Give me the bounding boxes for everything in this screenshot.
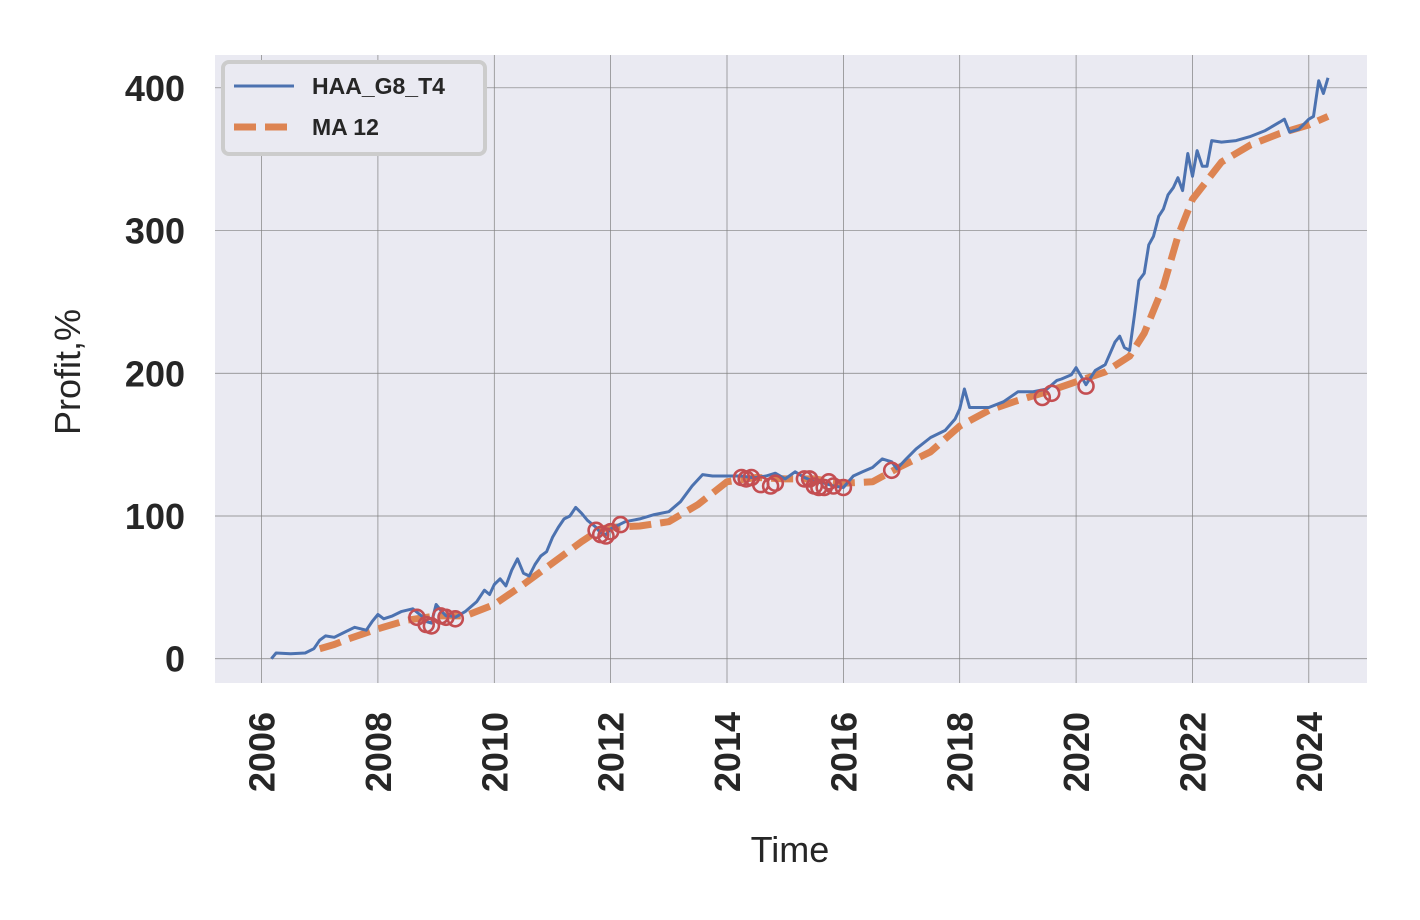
series-line-haa-g8-t4 <box>270 77 1330 660</box>
y-tick-label: 400 <box>125 68 185 109</box>
x-tick-label: 2008 <box>358 712 399 792</box>
x-tick-label: 2022 <box>1172 712 1213 792</box>
x-tick-label: 2010 <box>474 712 515 792</box>
x-tick-label: 2018 <box>940 712 981 792</box>
series-layer <box>270 77 1330 660</box>
signal-marker <box>882 461 901 480</box>
y-tick-label: 300 <box>125 211 185 252</box>
signal-marker <box>824 477 843 495</box>
x-tick-label: 2024 <box>1289 712 1330 792</box>
legend-label-haa: HAA_G8_T4 <box>312 73 445 99</box>
signal-marker <box>1042 384 1061 403</box>
plot-area <box>215 55 1367 683</box>
signal-marker <box>446 609 465 628</box>
legend-label-ma: MA 12 <box>312 114 379 140</box>
signal-marker <box>422 617 441 635</box>
x-tick-label: 2006 <box>242 712 283 792</box>
signal-marker <box>597 527 615 545</box>
signal-marker <box>1033 388 1052 407</box>
x-tick-label: 2020 <box>1056 712 1097 792</box>
y-tick-label: 0 <box>165 639 185 680</box>
legend: HAA_G8_T4 MA 12 <box>221 60 487 156</box>
series-line-ma-12 <box>318 113 1330 653</box>
y-tick-label: 200 <box>125 353 185 394</box>
marker-layer <box>408 377 1095 635</box>
grid-lines <box>215 55 1367 683</box>
x-tick-label: 2016 <box>823 712 864 792</box>
x-tick-label: 2012 <box>591 712 632 792</box>
y-tick-labels: 0 100 200 300 400 <box>125 68 185 680</box>
signal-marker <box>611 515 630 534</box>
x-tick-labels: 2006 2008 2010 2012 2014 2016 2018 2020 2022 2024 <box>242 712 1330 792</box>
y-tick-label: 100 <box>125 496 185 537</box>
signal-marker <box>819 472 838 491</box>
y-axis-label: Profit,% <box>47 309 88 435</box>
signal-marker <box>834 478 853 497</box>
signal-marker <box>766 474 785 493</box>
x-tick-label: 2014 <box>707 712 748 792</box>
x-axis-label: Time <box>751 829 830 870</box>
signal-marker <box>437 608 455 627</box>
signal-marker <box>1077 377 1095 395</box>
